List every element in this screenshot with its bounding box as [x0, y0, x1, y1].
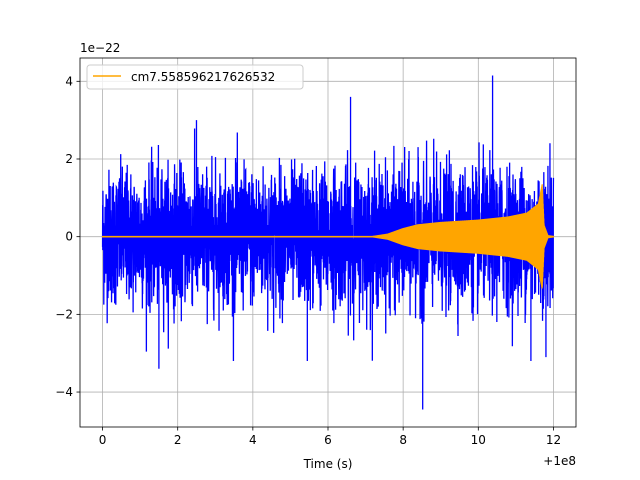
- x-tick-label: 8: [399, 433, 407, 447]
- x-tick-label: 4: [249, 433, 257, 447]
- y-scale-label: 1e−22: [80, 41, 120, 55]
- x-tick-label: 6: [324, 433, 332, 447]
- x-offset-label: +1e8: [543, 454, 576, 468]
- series-chirp-line: [101, 184, 555, 289]
- x-tick-label: 0: [99, 433, 107, 447]
- x-tick-label: 10: [471, 433, 486, 447]
- legend: cm7.558596217626532: [86, 64, 304, 90]
- y-tick-label: −4: [55, 385, 73, 399]
- y-tick-label: 4: [65, 74, 73, 88]
- x-tick-label: 2: [174, 433, 182, 447]
- legend-entry: cm7.558596217626532: [131, 70, 275, 84]
- y-tick-label: −2: [55, 307, 73, 321]
- x-tick-label: 12: [546, 433, 561, 447]
- y-tick-label: 2: [65, 152, 73, 166]
- x-axis-label: Time (s): [303, 457, 353, 471]
- x-axis: 0 2 4 6 8 10 12: [99, 427, 561, 447]
- y-axis: −4 −2 0 2 4: [55, 74, 80, 399]
- series-noise-line: [101, 75, 555, 410]
- legend-box: [86, 64, 304, 90]
- y-tick-label: 0: [65, 230, 73, 244]
